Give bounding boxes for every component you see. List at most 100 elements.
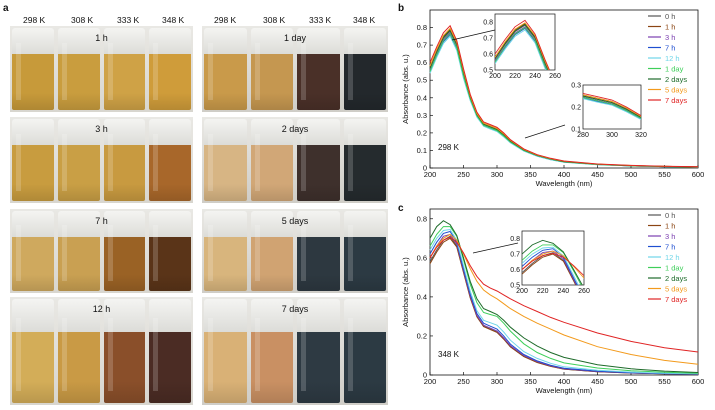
inset-x-tick-label: 240 xyxy=(529,73,541,80)
time-label: 3 h xyxy=(95,124,108,134)
inset-y-tick-label: 0.5 xyxy=(483,68,493,75)
inset-series-line xyxy=(522,244,582,285)
legend-label: 12 h xyxy=(665,253,680,262)
y-tick-label: 0.2 xyxy=(417,128,427,137)
time-label: 1 h xyxy=(95,33,108,43)
vial xyxy=(149,28,191,110)
inset-y-tick-label: 0.7 xyxy=(510,252,520,259)
y-tick-label: 0.8 xyxy=(417,214,427,223)
panel-a-letter: a xyxy=(3,3,9,14)
vial xyxy=(204,211,247,291)
x-tick-label: 250 xyxy=(457,170,470,179)
inset-series-line xyxy=(583,92,641,116)
vial xyxy=(103,299,146,403)
vial xyxy=(343,28,386,110)
inset-pointer-line xyxy=(472,242,519,254)
temperature-annotation: 348 K xyxy=(438,350,460,359)
inset-series-line xyxy=(522,250,584,279)
vial xyxy=(12,211,54,291)
inset-series-line xyxy=(522,246,579,285)
inset-series-line xyxy=(495,26,548,70)
legend-label: 1 day xyxy=(665,65,684,74)
panel-c-letter: c xyxy=(398,203,404,214)
x-axis-label: Wavelength (nm) xyxy=(536,386,593,395)
vial xyxy=(57,299,100,403)
vial xyxy=(149,299,191,403)
x-tick-label: 350 xyxy=(524,377,537,386)
x-tick-label: 550 xyxy=(658,377,671,386)
inset-y-tick-label: 0.6 xyxy=(483,52,493,59)
vial xyxy=(297,299,340,403)
inset-x-tick-label: 200 xyxy=(489,73,501,80)
legend-label: 2 days xyxy=(665,274,687,283)
inset-y-tick-label: 0.8 xyxy=(510,236,520,243)
vial xyxy=(343,299,386,403)
legend-label: 3 h xyxy=(665,33,675,42)
inset-plot-area xyxy=(522,239,584,285)
y-tick-label: 0.7 xyxy=(417,41,427,50)
series-line xyxy=(429,35,699,168)
inset-series-line xyxy=(495,23,549,70)
y-tick-label: 0.2 xyxy=(417,331,427,340)
vial xyxy=(250,119,293,201)
inset-series-line xyxy=(522,253,577,285)
y-tick-label: 0.8 xyxy=(417,23,427,32)
series-line xyxy=(429,228,699,375)
legend-label: 7 h xyxy=(665,44,675,53)
y-tick-label: 0.6 xyxy=(417,58,427,67)
vial-photo-days-1: 2 days xyxy=(202,117,388,203)
series-line xyxy=(429,233,699,365)
time-label: 7 days xyxy=(281,304,309,314)
temp-header-left-298: 298 K xyxy=(23,15,46,25)
x-tick-label: 300 xyxy=(491,170,504,179)
x-tick-label: 200 xyxy=(424,170,437,179)
vial xyxy=(297,211,340,291)
legend-label: 7 days xyxy=(665,295,687,304)
y-axis-label: Absorbance (abs. u.) xyxy=(401,54,410,124)
vial xyxy=(204,119,247,201)
time-label: 1 day xyxy=(283,33,307,43)
vial-photo-days-2: 5 days xyxy=(202,209,388,293)
x-tick-label: 600 xyxy=(692,377,705,386)
x-tick-label: 250 xyxy=(457,377,470,386)
y-axis-label: Absorbance (abs. u.) xyxy=(401,257,410,327)
time-label: 5 days xyxy=(281,216,309,226)
y-tick-label: 0.4 xyxy=(417,292,427,301)
vial-photo-hours-2: 7 h xyxy=(10,209,193,293)
legend-label: 7 h xyxy=(665,243,675,252)
inset-y-tick-label: 0.3 xyxy=(571,83,581,90)
vial xyxy=(343,211,386,291)
inset-series-line xyxy=(495,24,549,70)
absorbance-chart-298k: 200 250 300 350 400 450 500 550 600 0 0.1 0.2 0.3 0.4… xyxy=(401,9,704,188)
inset-x-tick-label: 200 xyxy=(516,288,528,295)
inset-y-tick-label: 0.1 xyxy=(571,127,581,134)
inset-series-line xyxy=(583,94,641,117)
vial-photo-days-0: 1 day xyxy=(202,26,388,112)
time-label: 7 h xyxy=(95,216,108,226)
inset-series-line xyxy=(495,22,550,70)
legend-label: 1 day xyxy=(665,264,684,273)
x-tick-label: 450 xyxy=(591,170,604,179)
inset-series-line xyxy=(583,95,641,118)
y-tick-label: 0 xyxy=(423,371,427,380)
vial xyxy=(343,119,386,201)
series-line xyxy=(429,226,699,374)
x-tick-label: 350 xyxy=(524,170,537,179)
y-tick-label: 0.4 xyxy=(417,93,427,102)
inset-series-line xyxy=(495,23,550,70)
vial xyxy=(204,28,247,110)
inset-series-line xyxy=(522,252,584,277)
vial xyxy=(149,211,191,291)
x-tick-label: 450 xyxy=(591,377,604,386)
inset-series-line xyxy=(495,29,547,70)
inset-series-line xyxy=(583,96,641,119)
temp-header-left-308: 308 K xyxy=(71,15,94,25)
vial-photo-hours-1: 3 h xyxy=(10,117,193,203)
vial xyxy=(12,299,54,403)
y-tick-label: 0.3 xyxy=(417,111,427,120)
temp-header-left-348: 348 K xyxy=(162,15,185,25)
panel-b-chart: b 200 250 300 350 400 450 500 550 600 0 0.1 0.2 0.3 0… xyxy=(390,0,710,200)
vial xyxy=(297,28,340,110)
legend-label: 5 days xyxy=(665,285,687,294)
inset-plot-area xyxy=(583,92,641,120)
